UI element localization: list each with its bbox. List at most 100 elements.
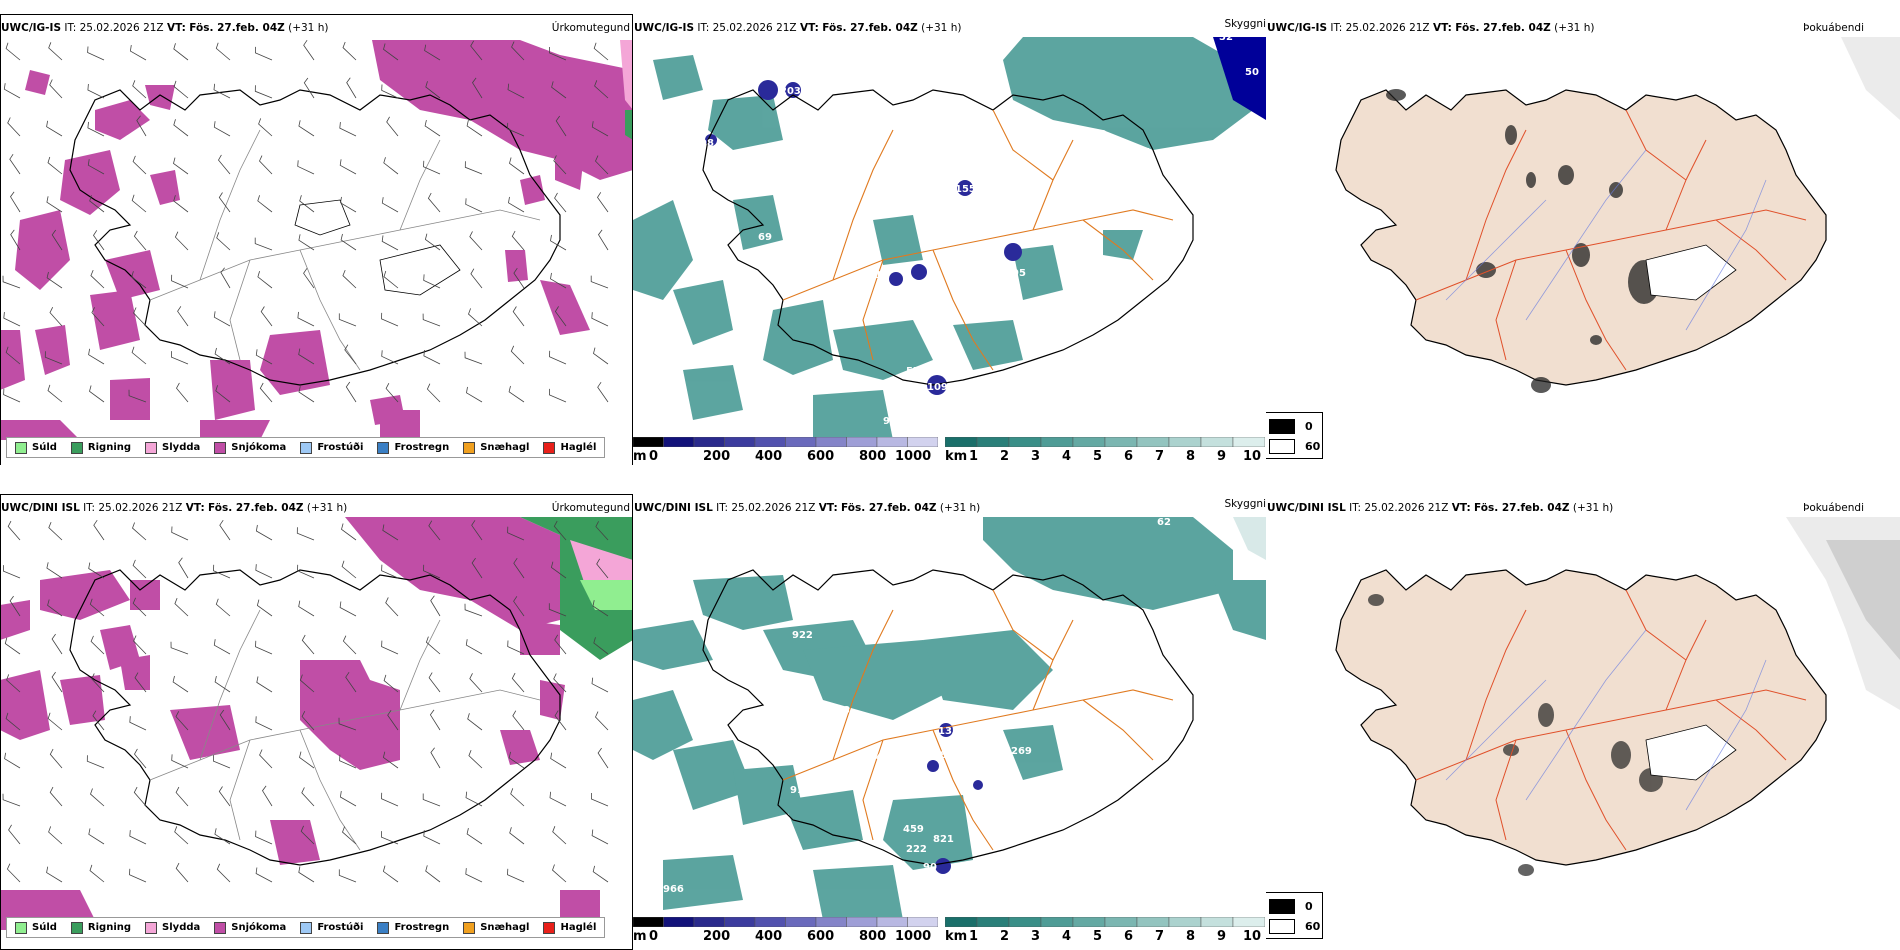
visibility-tick: 4: [1062, 449, 1072, 464]
wind-barb: [47, 156, 63, 175]
wind-barb: [88, 828, 105, 845]
wind-barb: [5, 346, 21, 365]
wind-barb: [423, 830, 441, 845]
wind-barb: [596, 558, 609, 579]
colorbar-segment: [1200, 437, 1234, 447]
wind-barb: [513, 267, 525, 289]
wind-barb: [218, 154, 231, 175]
ceiling-unit: m: [633, 929, 647, 944]
fog-legend: 0 60: [1266, 892, 1323, 939]
wind-barb: [590, 792, 609, 807]
colorbar-segment: [876, 917, 908, 927]
ceiling-tick: 200: [703, 449, 731, 464]
wind-barb: [89, 385, 105, 403]
legend-swatch: [15, 921, 27, 934]
wind-barb: [507, 122, 525, 137]
wind-barb: [430, 595, 441, 617]
wind-barb: [385, 597, 399, 617]
wind-barb: [49, 307, 63, 327]
wind-barb: [595, 155, 609, 175]
colorbar-segment: [754, 437, 786, 447]
variable-name: Skyggni: [1224, 498, 1267, 510]
wind-barb: [5, 42, 21, 61]
wind-barb: [129, 45, 147, 61]
wind-barb: [47, 712, 63, 731]
wind-barb: [510, 788, 525, 807]
legend-swatch: [543, 441, 556, 454]
wind-barb: [2, 565, 21, 579]
wind-barb: [296, 527, 315, 541]
legend-swatch: [377, 921, 390, 934]
wind-barb: [548, 46, 567, 61]
colorbar-segment: [1104, 437, 1138, 447]
wind-barb: [131, 194, 147, 213]
wind-barb: [177, 306, 189, 327]
wind-barb: [344, 344, 357, 365]
precip-type-legend: Súld Rigning Slydda Snjókoma Frostúði Fr…: [6, 917, 606, 938]
wind-barb: [259, 382, 273, 403]
wind-barb: [425, 81, 441, 99]
wind-barb: [383, 43, 399, 61]
wind-barb: [90, 635, 105, 655]
wind-barb: [129, 830, 147, 845]
wind-barb: [595, 521, 609, 541]
wind-barb: [298, 348, 315, 365]
wind-barb: [47, 599, 63, 617]
wind-barb: [49, 786, 63, 807]
wind-barb: [216, 232, 231, 251]
colorbar-segment: [693, 917, 725, 927]
colorbar-segment: [1168, 917, 1202, 927]
wind-barb: [381, 350, 399, 365]
wind-barb: [131, 346, 147, 365]
wind-barb: [597, 381, 609, 403]
wind-barb: [550, 561, 567, 579]
wind-barb: [338, 313, 357, 327]
colorbar-segment: [907, 437, 938, 447]
wind-barb: [3, 83, 21, 99]
visibility-tick: 1: [969, 929, 979, 944]
wind-barb: [550, 752, 567, 769]
colorbar-segment: [1008, 437, 1042, 447]
wind-barb: [86, 755, 105, 769]
wind-barb: [508, 196, 525, 213]
wind-barb: [428, 672, 441, 693]
fog-legend-row: 60: [1269, 919, 1320, 934]
visibility-tick: 10: [1243, 929, 1262, 944]
colorbar-segment: [876, 437, 908, 447]
legend-swatch: [70, 921, 83, 934]
wind-barb: [381, 564, 399, 579]
legend-swatch: [463, 441, 476, 454]
wind-barb: [425, 636, 441, 655]
wind-barb: [134, 748, 147, 769]
wind-barb: [465, 639, 483, 655]
wind-barb: [507, 83, 525, 99]
ceiling-label: 119: [868, 270, 889, 281]
ceiling-label: 203: [780, 86, 801, 97]
wind-barb: [426, 383, 441, 403]
wind-barb: [48, 42, 63, 61]
wind-barb: [214, 347, 231, 365]
colorbar-segment: [724, 437, 756, 447]
wind-barb: [466, 386, 483, 403]
wind-barb: [592, 865, 609, 883]
legend-swatch: [214, 921, 227, 934]
ceiling-colorbar-bar: [633, 917, 938, 927]
colorbar-segment: [976, 437, 1010, 447]
ceiling-label: 52: [1219, 32, 1233, 43]
wind-barb: [593, 347, 609, 365]
wind-barb: [299, 751, 315, 769]
wind-barb: [176, 382, 189, 403]
wind-barb: [381, 640, 399, 655]
ceiling-panel-row1: UWC/IG-IS IT: 25.02.2026 21Z VT: Fös. 27…: [633, 0, 1266, 465]
wind-barb: [49, 748, 63, 769]
wind-barb: [8, 824, 21, 845]
wind-barb: [595, 711, 609, 731]
legend-item: Snjókoma: [214, 921, 286, 934]
ceiling-map: 62 922 448 135 269 241 178 917 459 821 2…: [633, 517, 1266, 920]
wind-barb: [341, 523, 357, 541]
wind-barb: [464, 161, 483, 175]
legend-item: Slydda: [145, 441, 200, 454]
wind-barb: [7, 117, 21, 137]
legend-item: Rigning: [70, 441, 131, 454]
wind-barb: [214, 676, 231, 693]
